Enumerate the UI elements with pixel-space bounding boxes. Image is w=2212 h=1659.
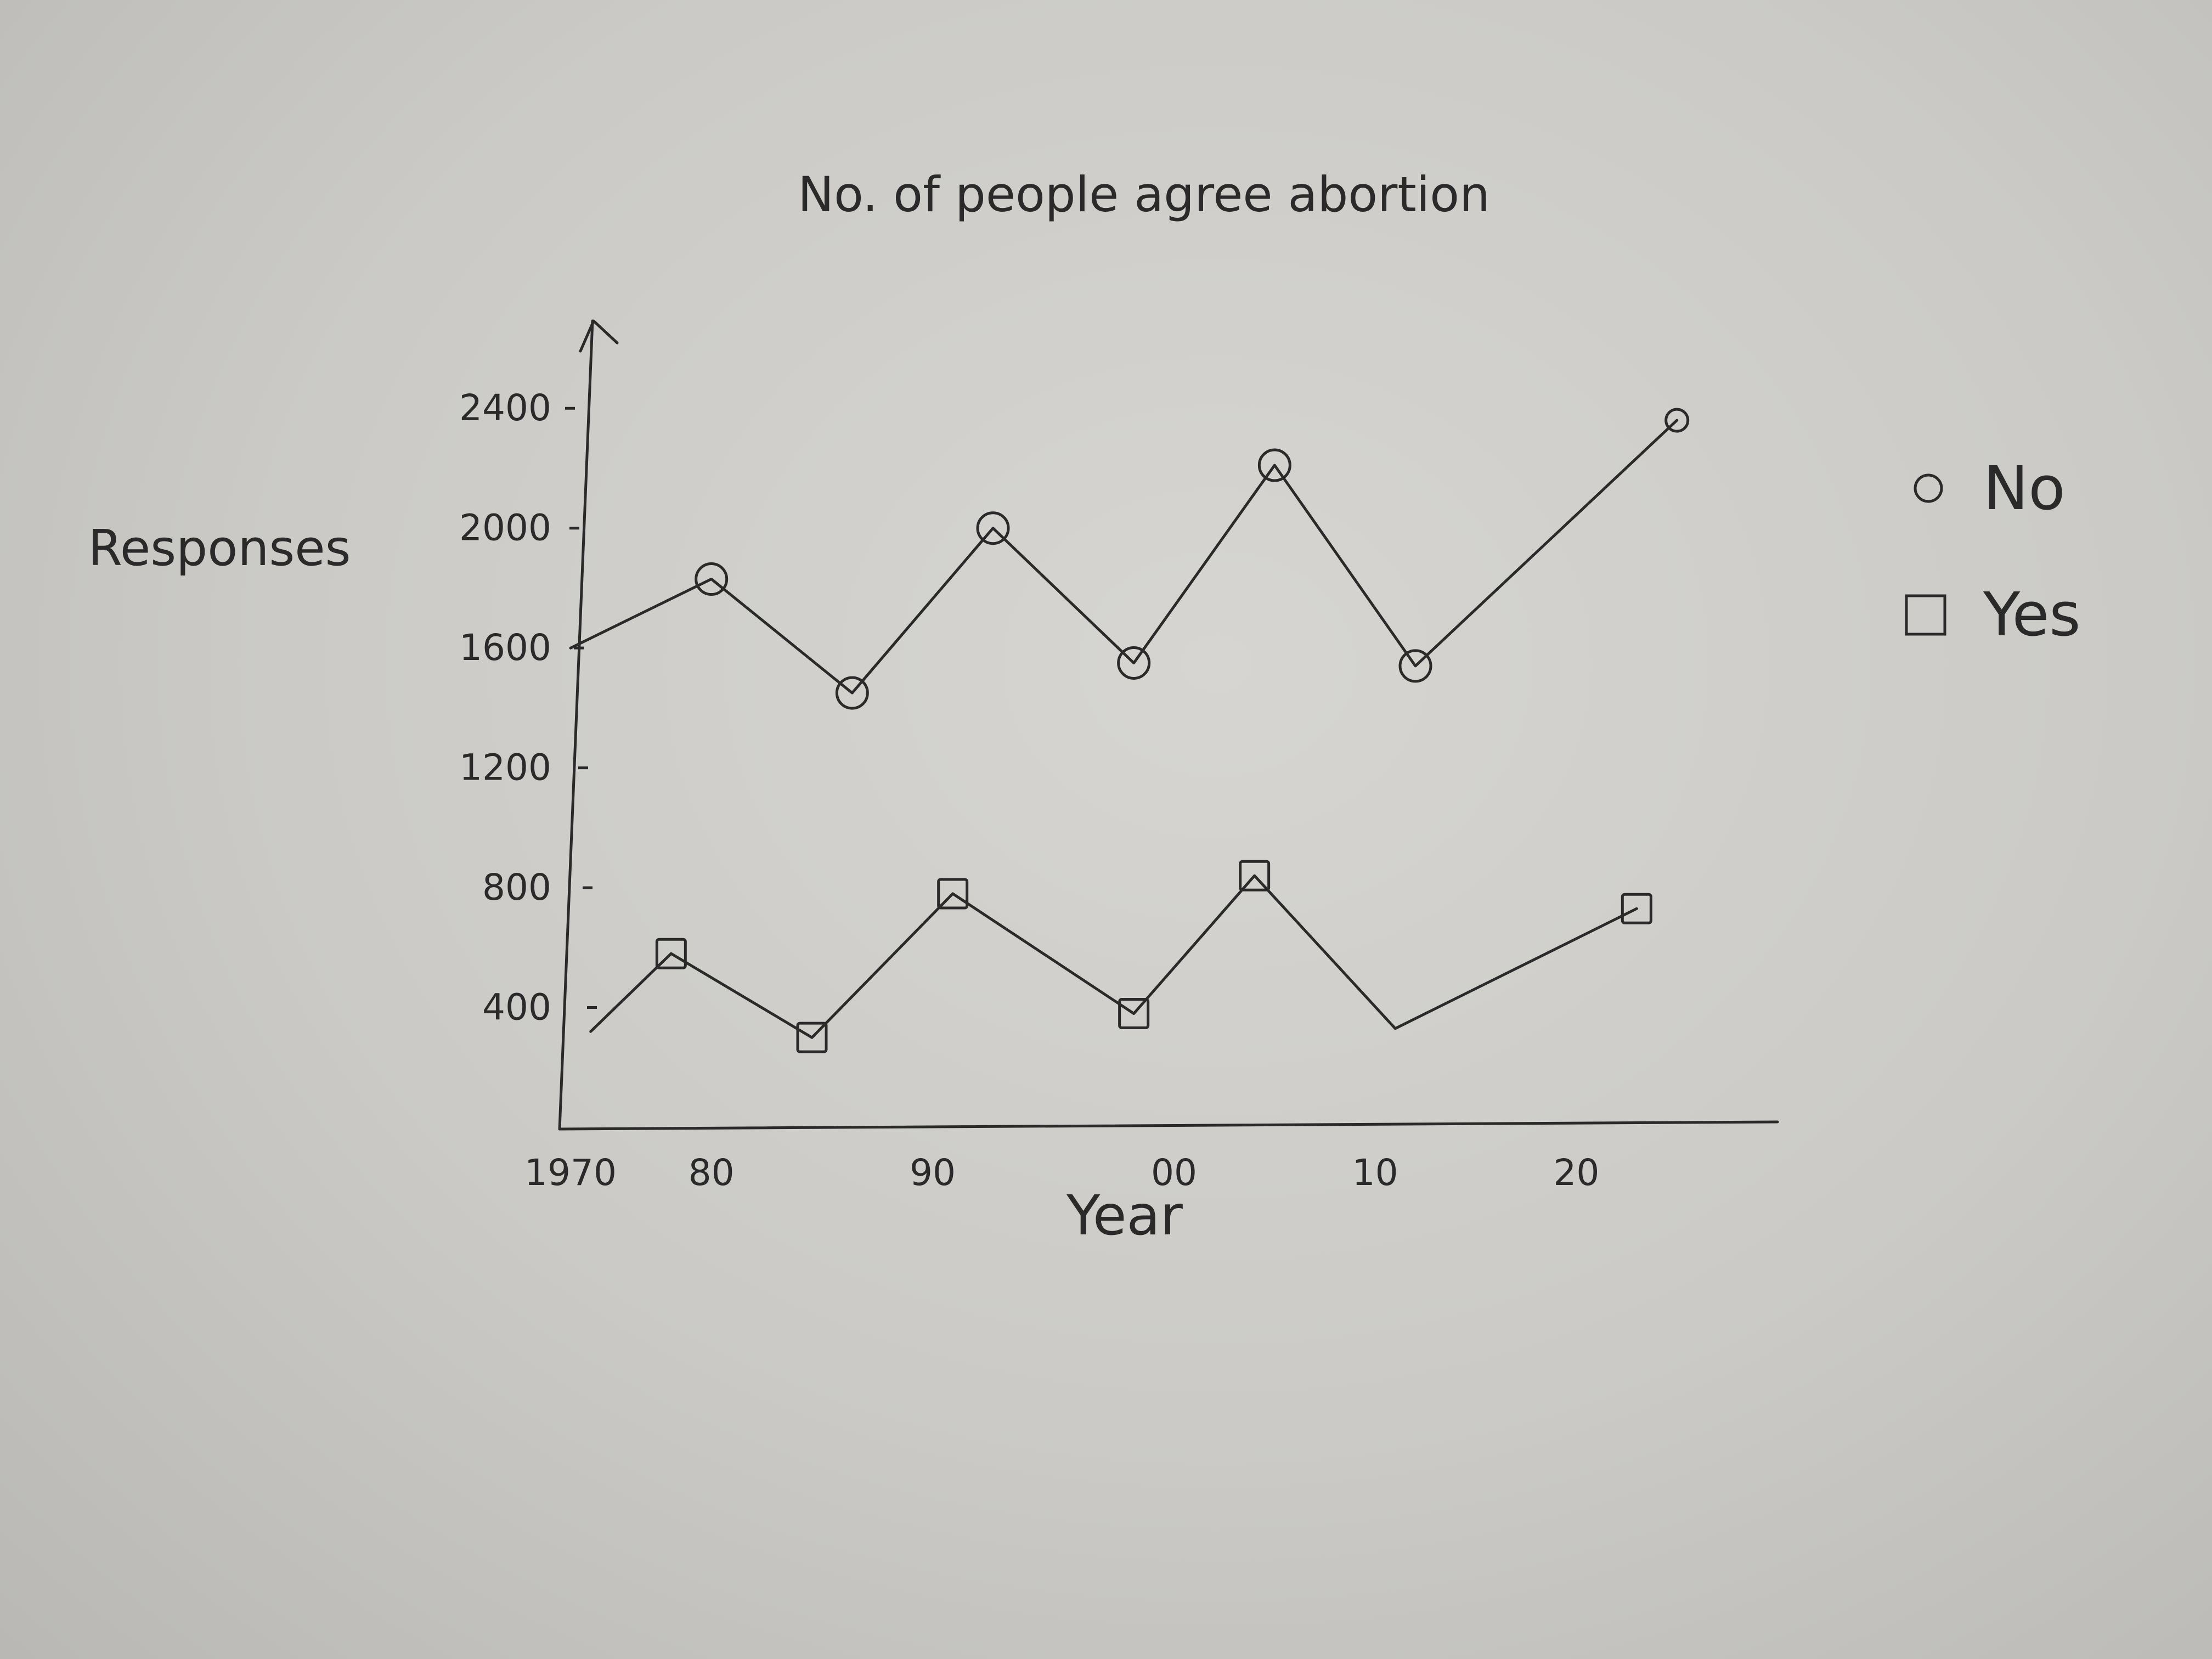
series-line-yes	[589, 874, 1638, 1039]
legend-label-no: No	[1983, 453, 2066, 523]
data-point-yes	[1118, 997, 1150, 1029]
y-tick-label: 1200	[459, 747, 551, 789]
y-tick-label: 1600	[459, 627, 551, 669]
axes	[558, 319, 1779, 1131]
legend-label-yes: Yes	[1983, 579, 2081, 650]
y-tick-label: 2000	[459, 507, 551, 549]
y-axis-arrow	[579, 319, 619, 353]
data-point-no	[835, 676, 869, 710]
x-axis-label: Year	[1066, 1183, 1183, 1248]
data-point-yes	[655, 938, 687, 969]
x-tick-label: 10	[1352, 1152, 1398, 1194]
data-point-no	[1664, 408, 1690, 433]
y-tick-label: 800	[482, 866, 551, 909]
data-point-yes	[1621, 893, 1652, 924]
data-point-no	[976, 511, 1010, 545]
data-point-yes	[1239, 860, 1271, 891]
series-line-no	[569, 419, 1679, 695]
data-point-yes	[937, 878, 969, 910]
legend: No Yes	[1905, 453, 2081, 650]
x-tick-label: 80	[689, 1152, 735, 1194]
x-axis-line	[558, 1120, 1779, 1131]
y-tick-label: 2400	[459, 387, 551, 429]
x-tick-label: 00	[1151, 1152, 1197, 1194]
data-point-yes	[796, 1022, 828, 1053]
data-point-no	[1257, 448, 1291, 482]
legend-marker-yes	[1905, 594, 1946, 636]
data-point-no	[1117, 646, 1151, 680]
legend-marker-no	[1914, 473, 1943, 503]
data-point-no	[1398, 649, 1432, 683]
data-point-no	[695, 562, 729, 596]
chart-title: No. of people agree abortion	[798, 166, 1490, 223]
x-tick-label: 20	[1553, 1152, 1599, 1194]
y-axis-line	[558, 319, 594, 1131]
y-tick-label: 400	[482, 986, 551, 1029]
series-layer	[569, 408, 1690, 1053]
x-tick-label: 1970	[524, 1152, 617, 1194]
y-axis-label: Responses	[88, 520, 351, 577]
x-tick-label: 90	[910, 1152, 956, 1194]
tick-labels: 400 800 1200 1600 2000 2400 1970 80 90 00 10 20	[459, 387, 1599, 1194]
